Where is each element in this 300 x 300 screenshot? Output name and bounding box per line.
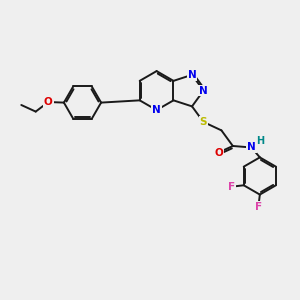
Text: H: H — [256, 136, 264, 146]
Text: N: N — [247, 142, 256, 152]
Text: S: S — [200, 117, 207, 127]
Text: F: F — [255, 202, 262, 212]
Text: N: N — [199, 85, 208, 96]
Text: N: N — [188, 70, 197, 80]
Text: N: N — [152, 105, 161, 115]
Text: F: F — [228, 182, 235, 192]
Text: O: O — [44, 97, 53, 107]
Text: O: O — [214, 148, 223, 158]
